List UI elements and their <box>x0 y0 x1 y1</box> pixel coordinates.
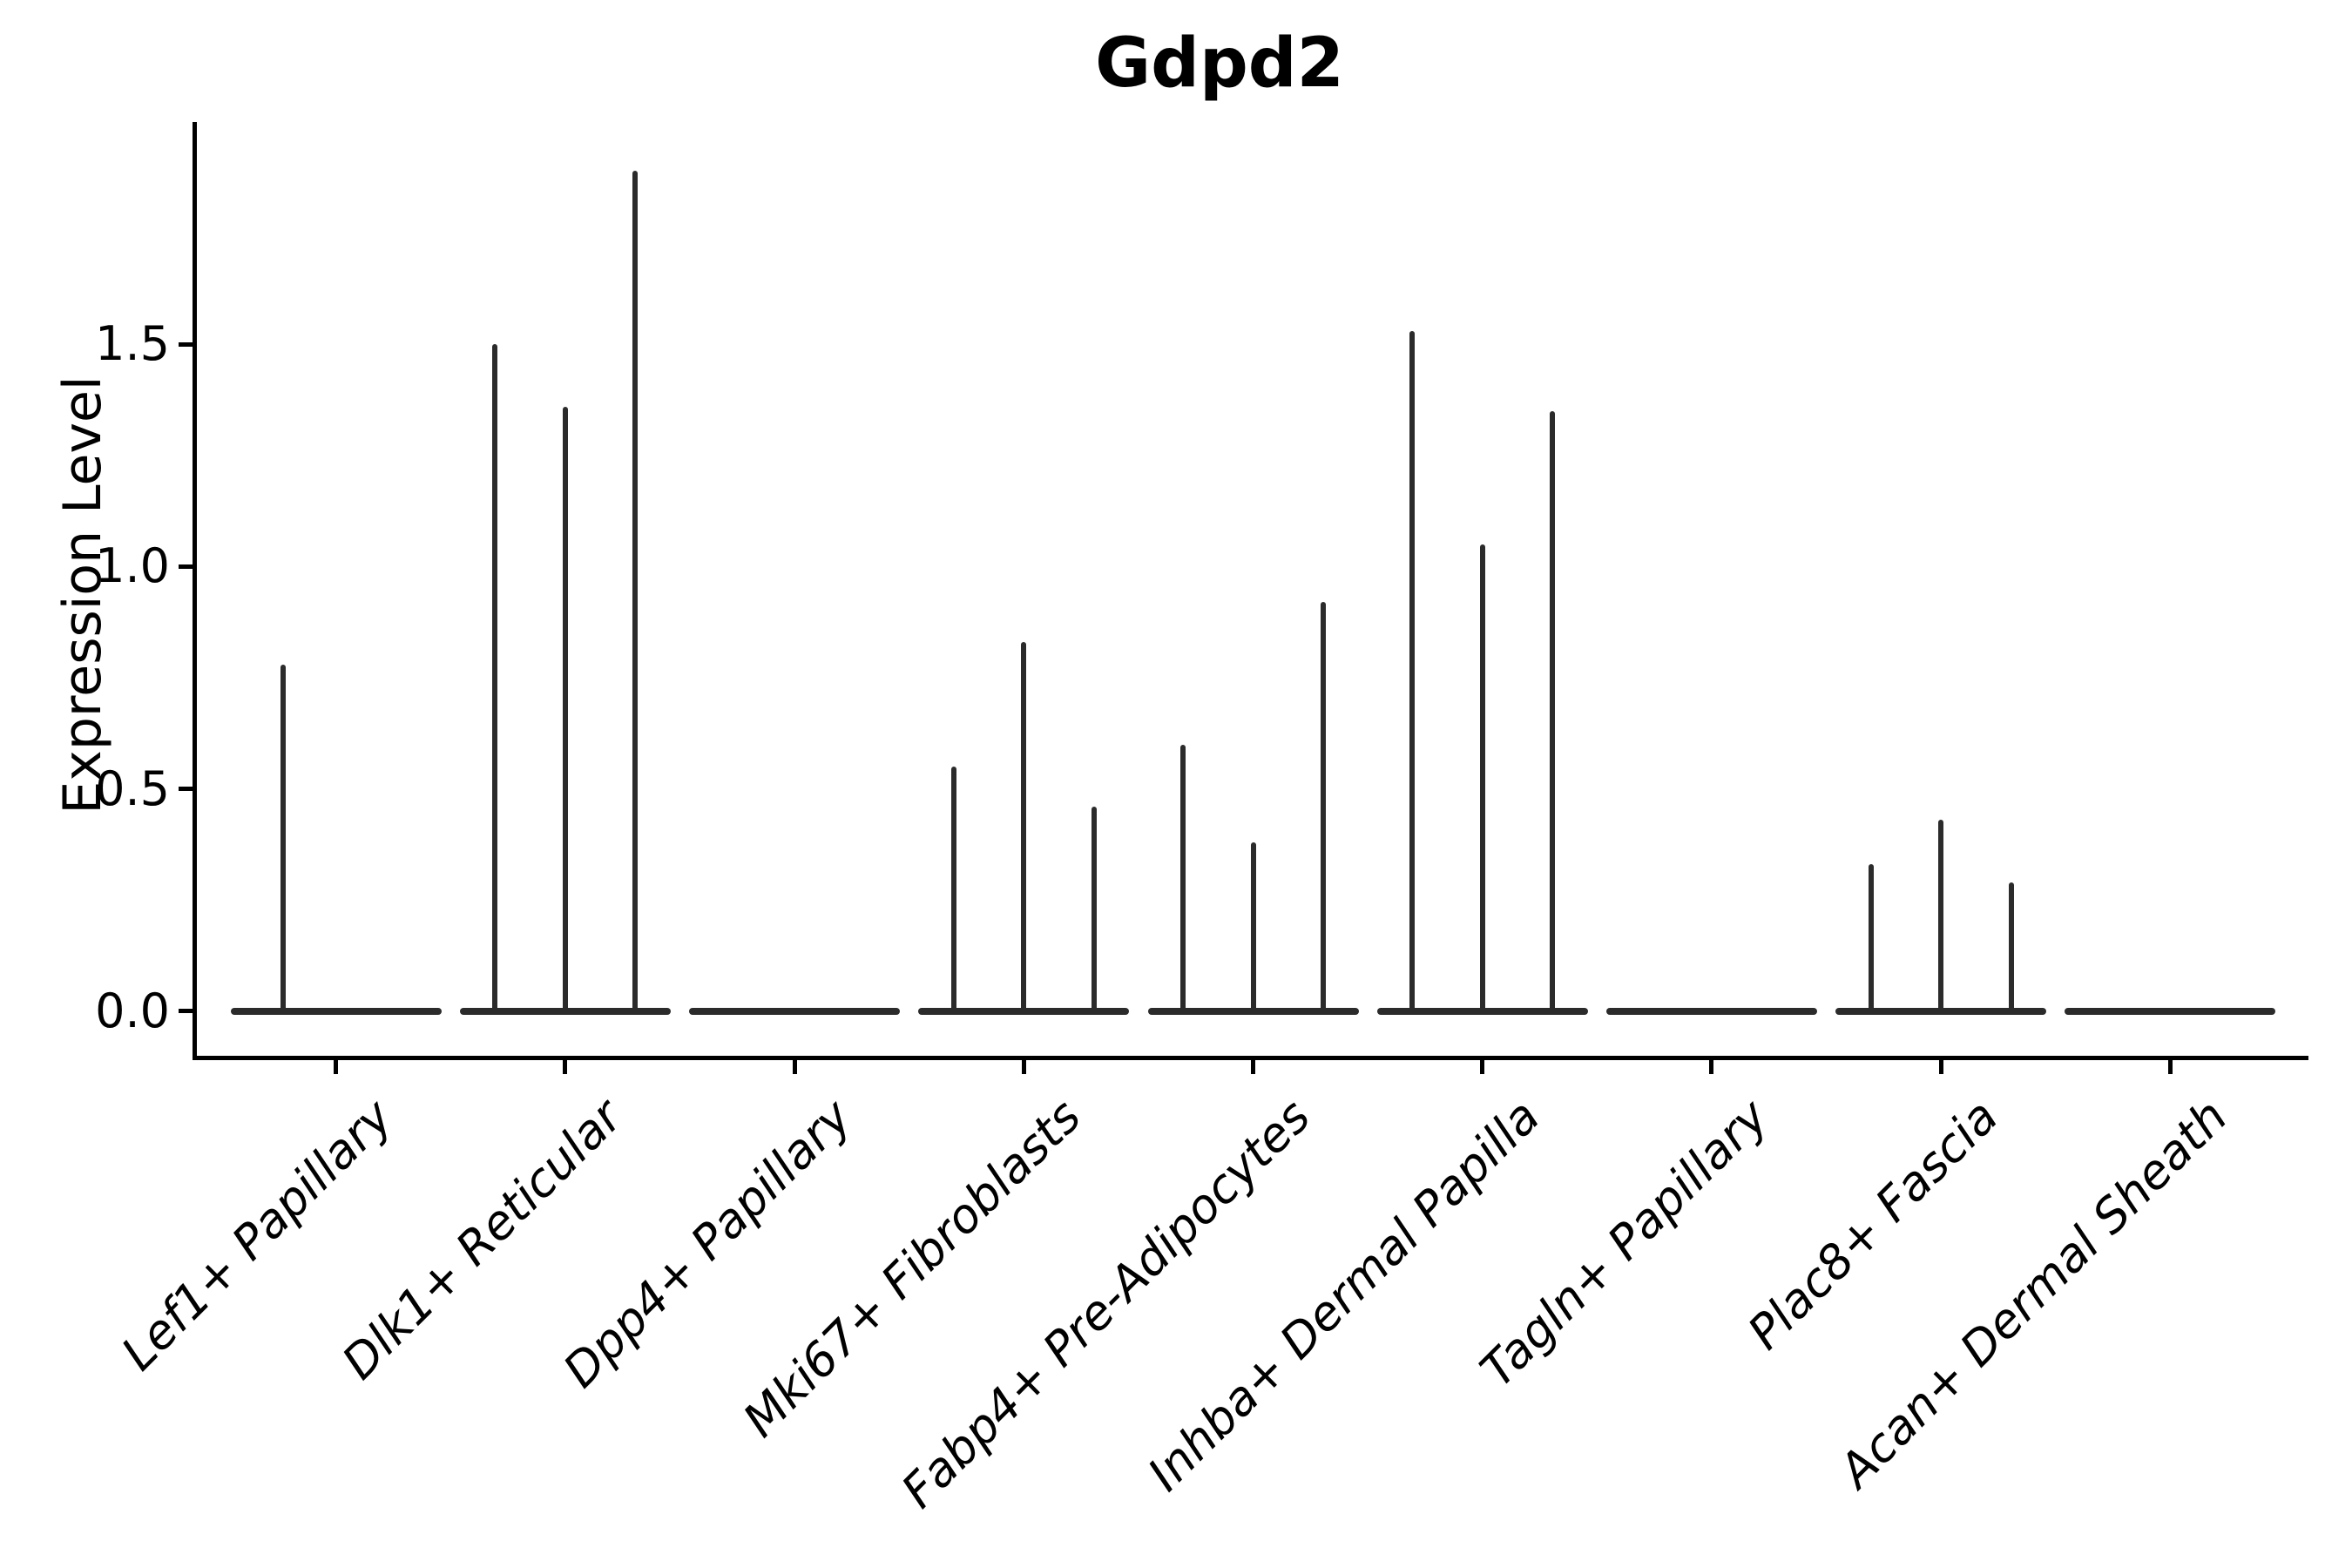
y-tick-label: 1.0 <box>95 538 170 594</box>
y-tick <box>179 1009 193 1014</box>
x-tick <box>792 1060 797 1074</box>
y-tick <box>179 341 193 347</box>
x-tick <box>334 1060 339 1074</box>
violin-baseline <box>1835 1007 2047 1015</box>
x-tick <box>1709 1060 1714 1074</box>
violin-spike <box>562 406 568 1011</box>
y-tick-label: 0.0 <box>95 983 170 1038</box>
violin-spike <box>1868 864 1874 1011</box>
x-tick <box>1938 1060 1943 1074</box>
violin-baseline <box>918 1007 1130 1015</box>
x-tick-label: Plac8+ Fascia <box>1737 1088 2009 1361</box>
violin-spike <box>950 767 956 1011</box>
violin-spike <box>2008 882 2014 1011</box>
x-tick-label: Acan+ Dermal Sheath <box>1828 1088 2238 1498</box>
y-tick <box>179 787 193 792</box>
violin-baseline <box>2065 1007 2276 1015</box>
violin-spike <box>1321 602 1327 1011</box>
x-tick <box>1251 1060 1255 1074</box>
x-tick <box>563 1060 568 1074</box>
violin-spike <box>1479 544 1485 1011</box>
violin-spike <box>492 344 498 1011</box>
violin-spike <box>1021 642 1027 1011</box>
y-axis-spine <box>193 122 197 1060</box>
x-tick-label: Inhba+ Dermal Papilla <box>1137 1088 1551 1502</box>
y-tick-label: 1.5 <box>95 316 170 372</box>
violin-spike <box>1179 744 1186 1011</box>
x-tick-label: Fabp4+ Pre-Adipocytes <box>890 1088 1321 1519</box>
violin-baseline <box>459 1007 671 1015</box>
x-tick <box>2167 1060 2173 1074</box>
y-tick <box>179 564 193 569</box>
violin-spike <box>1938 820 1944 1011</box>
y-tick-label: 0.5 <box>95 760 170 816</box>
x-tick <box>1021 1060 1026 1074</box>
violin-spike <box>280 664 287 1011</box>
violin-baseline <box>1605 1007 1817 1015</box>
violin-baseline <box>230 1007 442 1015</box>
x-tick <box>1480 1060 1485 1074</box>
violin-spike <box>1409 330 1416 1011</box>
violin-spike <box>1091 807 1097 1011</box>
chart-title: Gdpd2 <box>1095 24 1344 103</box>
violin-baseline <box>1376 1007 1588 1015</box>
violin-spike <box>1250 841 1256 1011</box>
violin-spike <box>1550 410 1556 1011</box>
x-axis-spine <box>193 1056 2308 1060</box>
violin-baseline <box>689 1007 901 1015</box>
violin-spike <box>632 171 639 1011</box>
violin-baseline <box>1147 1007 1359 1015</box>
